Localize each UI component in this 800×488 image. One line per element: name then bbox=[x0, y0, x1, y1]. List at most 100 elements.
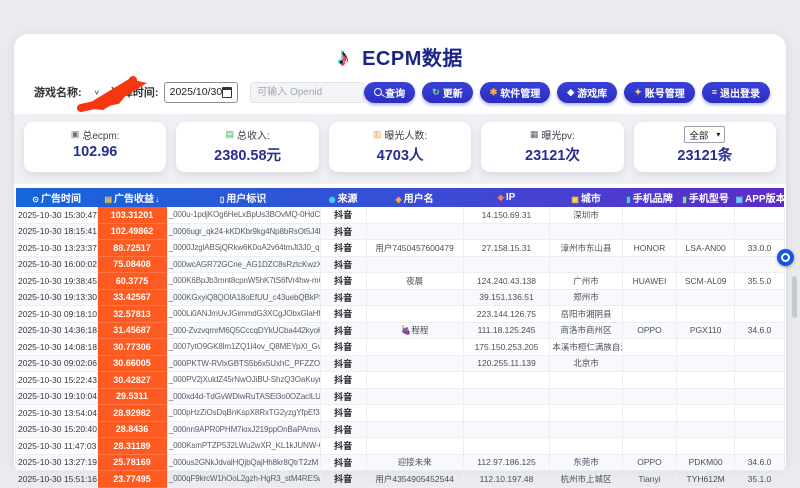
vertical-scrollbar[interactable] bbox=[792, 276, 797, 318]
stat-label: 曝光人数: bbox=[384, 131, 428, 142]
username-cell bbox=[365, 421, 464, 438]
ad-time-cell: 2025-10-30 13:23:37 bbox=[14, 239, 99, 257]
source-cell: 抖音 bbox=[319, 207, 367, 224]
column-label: APP版本 bbox=[745, 194, 785, 205]
ad-time-cell: 2025-10-30 13:27:19 bbox=[14, 454, 99, 471]
table-row: 2025-10-30 19:10:04 29.5311 _000xd4d-TdGvW… bbox=[14, 388, 786, 405]
column-header-username[interactable]: ◈ 用户名 bbox=[366, 188, 463, 207]
username-cell bbox=[365, 207, 464, 224]
username-column-icon: ◈ bbox=[395, 194, 402, 204]
ad-revenue-cell: 30.66005 bbox=[97, 355, 167, 372]
username-cell: 用户7450457600479 bbox=[365, 239, 464, 257]
scope-select[interactable]: 全部 ▾ bbox=[684, 126, 726, 143]
user-id-column-icon: ▯ bbox=[219, 194, 225, 204]
logout-icon: ≡ bbox=[711, 86, 717, 97]
ip-cell bbox=[462, 404, 551, 422]
table-row: 2025-10-30 16:00:02 75.08408 _000wcAGR72GC… bbox=[14, 256, 786, 273]
ad-time-cell: 2025-10-30 18:15:41 bbox=[14, 223, 99, 240]
game-select[interactable]: ∨ bbox=[76, 76, 147, 112]
phone-brand-cell: Tianyi bbox=[621, 470, 678, 488]
search-button[interactable]: 查询 bbox=[364, 81, 416, 103]
city-cell: 深圳市 bbox=[549, 207, 623, 224]
stat-label: 总ecpm: bbox=[82, 131, 120, 142]
column-header-user-id[interactable]: ▯ 用户标识 bbox=[166, 188, 320, 207]
ad-time-cell: 2025-10-30 09:18:10 bbox=[14, 305, 99, 323]
app-version-cell: 35.1.0 bbox=[733, 470, 786, 488]
date-picker[interactable]: 2025/10/30 bbox=[163, 81, 239, 103]
openid-input[interactable] bbox=[250, 81, 365, 103]
city-cell bbox=[549, 256, 623, 273]
ad-time-column-icon: ⊙ bbox=[32, 194, 39, 204]
city-cell bbox=[549, 371, 623, 389]
source-cell: 抖音 bbox=[319, 223, 367, 240]
city-cell bbox=[549, 437, 623, 455]
total-revenue-icon: ▤ bbox=[225, 129, 234, 139]
column-header-ad-revenue[interactable]: ▤ 广告收益↓ bbox=[98, 188, 166, 207]
phone-model-cell bbox=[676, 223, 735, 240]
username-cell bbox=[365, 355, 464, 372]
source-cell: 抖音 bbox=[319, 322, 367, 339]
ad-revenue-cell: 29.5311 bbox=[97, 388, 167, 405]
select-arrow-icon: ▾ bbox=[716, 130, 721, 139]
app-version-column-icon: ▣ bbox=[735, 194, 744, 204]
table-row: 2025-10-30 13:54:04 28.92982 _000pHzZiOsDq… bbox=[14, 404, 786, 422]
phone-brand-cell bbox=[621, 305, 678, 323]
table-row: 2025-10-30 11:47:03 28.31189 _000KsmPTZP53… bbox=[14, 437, 786, 455]
software-button[interactable]: ✱ 软件管理 bbox=[479, 81, 551, 103]
column-header-ad-time[interactable]: ⊙ 广告时间 bbox=[16, 188, 98, 207]
phone-brand-cell: OPPO bbox=[621, 454, 678, 471]
app-version-cell bbox=[733, 355, 786, 372]
table-row: 2025-10-30 15:20:40 28.8436 _000nn9APR0PHM… bbox=[14, 421, 786, 438]
ip-cell: 14.150.69.31 bbox=[462, 207, 551, 224]
column-header-ip[interactable]: ◆ IP bbox=[463, 188, 550, 207]
app-version-cell bbox=[733, 388, 786, 405]
ad-revenue-cell: 32.57813 bbox=[97, 305, 167, 323]
source-cell: 抖音 bbox=[319, 437, 367, 455]
phone-model-cell bbox=[676, 305, 735, 323]
ad-time-cell: 2025-10-30 11:47:03 bbox=[14, 437, 99, 455]
column-header-source[interactable]: ◉ 来源 bbox=[320, 188, 366, 207]
source-column-icon: ◉ bbox=[328, 194, 336, 204]
phone-model-cell: TYH612M bbox=[676, 470, 735, 488]
source-cell: 抖音 bbox=[319, 454, 367, 471]
games-button[interactable]: ◆ 游戏库 bbox=[557, 81, 618, 103]
stat-label: 曝光pv: bbox=[541, 131, 575, 142]
user-id-cell: _000PKTW-RVlxGBTS5b6x5UxhC_PFZZOcX25 bbox=[165, 355, 321, 372]
city-cell: 岳阳市湘阴县 bbox=[549, 305, 623, 323]
phone-model-cell bbox=[676, 355, 735, 372]
phone-model-column-icon: ▮ bbox=[682, 194, 687, 204]
ad-time-cell: 2025-10-30 15:20:40 bbox=[14, 421, 99, 438]
table-row: 2025-10-30 18:15:41 102.49862 _0006ugr_qk2… bbox=[14, 223, 786, 240]
stats-row: ▣ 总ecpm: 102.96 ▤ 总收入: 2380.58元 ▥ 曝光人数: 4703人 ▦ 曝光… bbox=[14, 114, 786, 184]
logout-button[interactable]: ≡ 退出登录 bbox=[701, 81, 770, 103]
user-id-cell: _000wcAGR72GCne_AG1DZC8sRztcKwzXu0ul bbox=[165, 256, 321, 273]
page-title: ECPM数据 bbox=[362, 47, 463, 70]
source-cell: 抖音 bbox=[319, 338, 367, 356]
city-cell: 郑州市 bbox=[549, 289, 623, 306]
ecpm-table: ⊙ 广告时间 ▤ 广告收益↓ ▯ 用户标识 ◉ 来源 ◈ 用户名 ◆ IP ▣ 城市 ▮ 手机品牌 ▮ 手机型号 ▣… bbox=[14, 188, 786, 488]
app-version-cell bbox=[733, 207, 786, 224]
ad-time-cell: 2025-10-30 15:22:43 bbox=[14, 371, 99, 389]
ad-revenue-cell: 25.78169 bbox=[97, 454, 167, 471]
user-id-cell: _000u-1pdjKOg6HeLxBpUs3BOvMQ-0HdCqsF bbox=[165, 207, 321, 224]
ip-cell bbox=[462, 371, 551, 389]
column-header-phone-brand[interactable]: ▮ 手机品牌 bbox=[622, 188, 677, 207]
game-name-label: 游戏名称: bbox=[34, 87, 82, 99]
ad-revenue-cell: 103.31201 bbox=[97, 207, 167, 224]
column-header-city[interactable]: ▣ 城市 bbox=[550, 188, 622, 207]
ad-revenue-cell: 33.42567 bbox=[97, 289, 167, 306]
account-button[interactable]: ✦ 账号管理 bbox=[624, 81, 695, 103]
phone-model-cell bbox=[676, 256, 735, 273]
phone-model-cell bbox=[676, 371, 735, 389]
column-header-app-version[interactable]: ▣ APP版本 bbox=[734, 188, 784, 207]
phone-model-cell bbox=[676, 404, 735, 422]
stat-card-exposure-pv: ▦ 曝光pv: 23121次 bbox=[481, 122, 624, 172]
column-label: 手机品牌 bbox=[632, 194, 673, 205]
column-header-phone-model[interactable]: ▮ 手机型号 bbox=[677, 188, 735, 207]
city-cell: 杭州市上城区 bbox=[549, 470, 623, 488]
floating-scroll-button[interactable] bbox=[777, 249, 794, 266]
ad-revenue-cell: 23.77495 bbox=[97, 470, 167, 488]
stat-label: 总收入: bbox=[236, 131, 270, 142]
phone-brand-cell bbox=[621, 421, 678, 438]
refresh-button[interactable]: ↻ 更新 bbox=[422, 81, 473, 103]
